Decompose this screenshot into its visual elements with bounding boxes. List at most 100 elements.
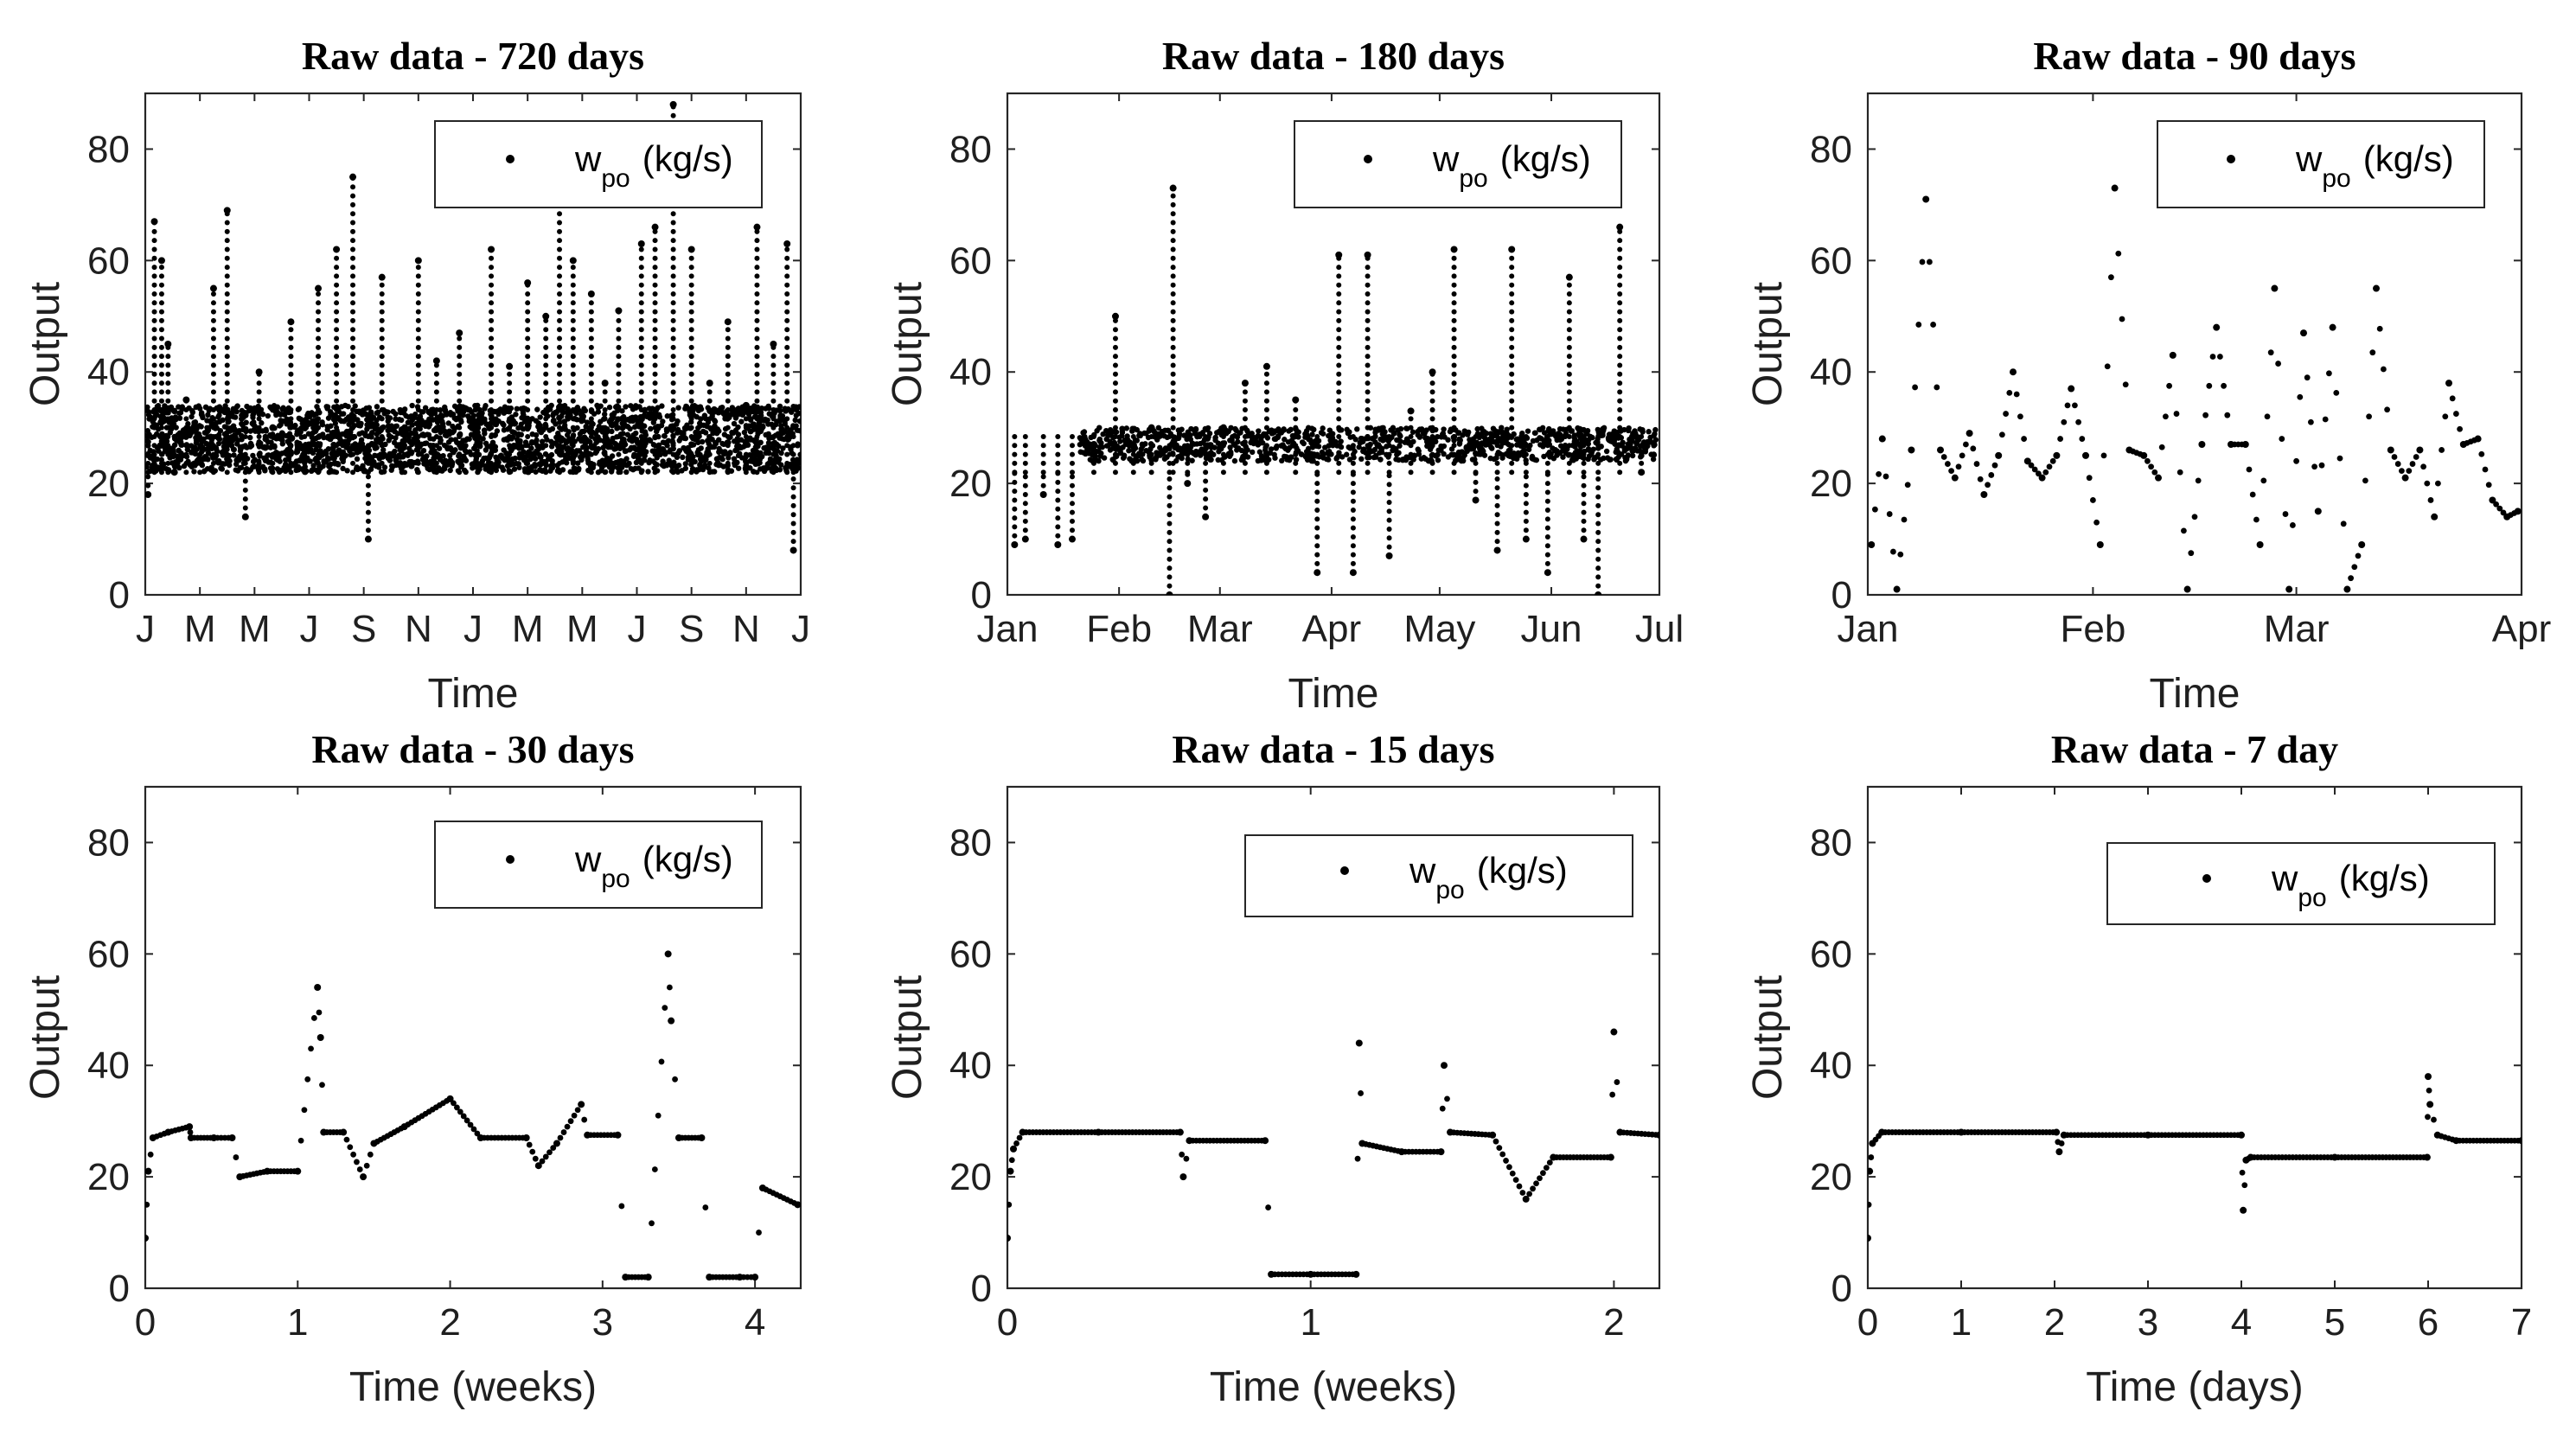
data-point [319, 421, 326, 428]
data-point [365, 509, 371, 515]
data-point [570, 354, 576, 360]
data-point [409, 422, 415, 428]
data-point [1170, 451, 1176, 457]
data-point [1112, 451, 1118, 457]
data-point [433, 469, 439, 476]
data-point [754, 425, 760, 431]
data-point [616, 443, 622, 449]
data-point [364, 422, 370, 428]
data-point [224, 282, 230, 288]
data-point [1314, 533, 1320, 540]
data-point [1408, 469, 1414, 476]
data-point [790, 485, 796, 491]
data-point [1167, 460, 1173, 466]
data-point [288, 416, 294, 422]
data-point [648, 425, 654, 432]
data-point [1365, 371, 1371, 377]
data-point [278, 412, 284, 418]
data-point [239, 437, 245, 443]
data-point [456, 329, 463, 337]
data-point [574, 460, 581, 466]
data-point [224, 362, 230, 368]
data-point [158, 335, 164, 342]
data-point [645, 469, 651, 475]
data-point [525, 344, 531, 350]
data-point [1242, 389, 1248, 395]
data-point [637, 240, 645, 247]
data-point [379, 300, 385, 306]
data-point [557, 228, 563, 234]
data-point [662, 451, 668, 457]
data-point [1199, 446, 1205, 452]
data-point [288, 433, 294, 439]
data-point [270, 460, 276, 466]
data-point [365, 536, 371, 542]
data-point [741, 429, 748, 436]
data-point [437, 407, 444, 413]
data-point [770, 362, 777, 368]
data-point [1554, 436, 1561, 442]
data-point [754, 291, 760, 297]
data-point [375, 409, 381, 415]
data-point [725, 451, 731, 457]
data-point [415, 451, 421, 457]
data-point [784, 327, 790, 333]
data-point [210, 460, 216, 466]
data-point [539, 443, 545, 449]
data-point [288, 460, 294, 466]
data-point [323, 448, 329, 455]
data-point [495, 407, 502, 414]
data-point [525, 433, 531, 439]
data-point [1116, 434, 1122, 440]
data-point [511, 442, 517, 449]
x-tick-label: N [732, 608, 760, 650]
data-point [1450, 246, 1458, 253]
data-point [151, 354, 157, 360]
data-point [1055, 524, 1061, 530]
data-point [609, 453, 616, 459]
data-point [242, 469, 248, 476]
data-point [334, 407, 340, 413]
data-point [489, 255, 495, 261]
data-point [1167, 556, 1173, 562]
data-point [176, 404, 182, 410]
data-point [1069, 443, 1075, 449]
data-point [326, 436, 333, 442]
data-point [638, 407, 644, 413]
data-point [668, 447, 674, 453]
data-point [438, 429, 444, 436]
data-point [652, 255, 658, 261]
data-point [329, 469, 335, 475]
data-point [1069, 482, 1075, 489]
data-point [754, 469, 760, 476]
data-point [784, 469, 790, 476]
data-point [1521, 447, 1528, 454]
data-point [706, 460, 713, 466]
data-point [652, 389, 658, 395]
data-point [681, 430, 687, 436]
data-point [664, 413, 670, 419]
data-point [151, 291, 157, 297]
data-point [1429, 425, 1435, 431]
data-point [1379, 431, 1385, 437]
data-point [256, 433, 262, 439]
data-point [1378, 445, 1384, 452]
data-point [543, 389, 549, 395]
data-point [270, 451, 276, 457]
data-point [1111, 312, 1119, 320]
data-point [145, 428, 151, 434]
data-point [616, 407, 622, 413]
data-point [557, 238, 563, 244]
data-point [1170, 273, 1176, 279]
data-point [316, 398, 322, 404]
data-point [652, 443, 658, 449]
data-point [784, 380, 790, 386]
data-point [1336, 309, 1342, 315]
data-point [489, 380, 495, 386]
data-point [528, 445, 534, 451]
data-point [242, 514, 248, 520]
data-point [1203, 469, 1209, 476]
data-point [1220, 451, 1226, 457]
panel-title: Raw data - 180 days [1162, 34, 1505, 78]
data-point [694, 450, 700, 456]
